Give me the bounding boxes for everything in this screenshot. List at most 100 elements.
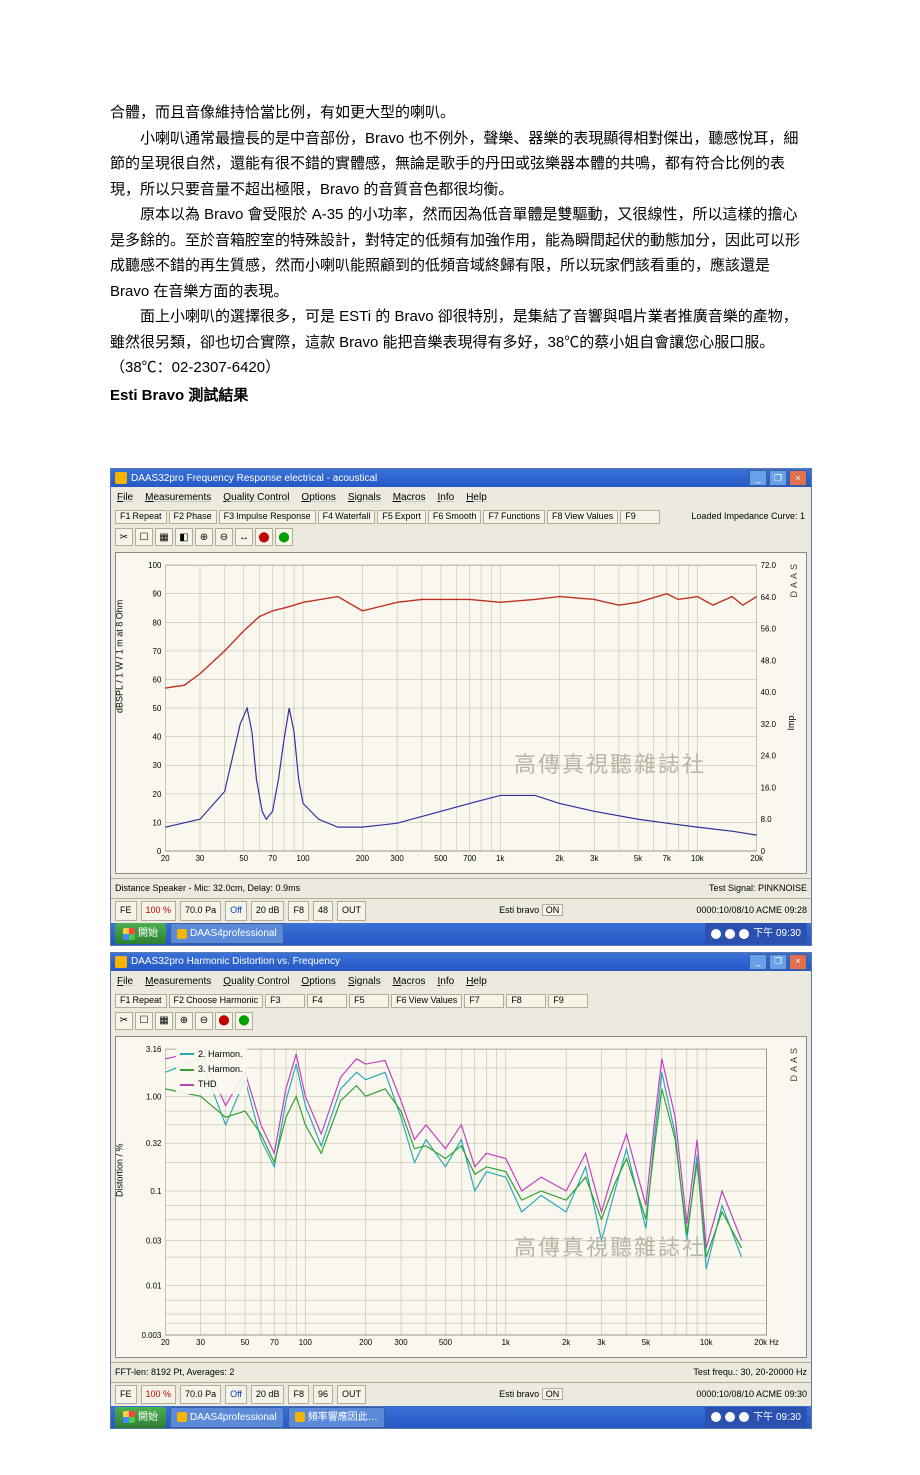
minimize-button[interactable]: _ [749, 954, 767, 970]
toolbar-button[interactable]: F9 [620, 510, 660, 524]
menu-item[interactable]: File [117, 489, 133, 506]
start-label: 開始 [138, 925, 158, 942]
menubar: File Measurements Quality Control Options Si… [111, 971, 811, 992]
toolbar-button[interactable]: F3Impulse Response [219, 510, 316, 524]
status-item: 20 dB [251, 901, 285, 920]
menu-item[interactable]: Measurements [145, 489, 211, 506]
svg-text:40.0: 40.0 [761, 688, 777, 697]
windows-logo-icon [123, 1411, 135, 1423]
toolbar-button[interactable]: F8View Values [547, 510, 618, 524]
toolbar-button[interactable]: F5Export [377, 510, 426, 524]
tool-icon[interactable]: ⬤ [215, 1012, 233, 1030]
menu-item[interactable]: Quality Control [223, 973, 289, 990]
svg-text:30: 30 [196, 1337, 205, 1346]
svg-text:90: 90 [153, 590, 162, 599]
svg-text:48.0: 48.0 [761, 656, 777, 665]
tray-icon[interactable] [711, 929, 721, 939]
tool-icon[interactable]: ⬤ [255, 528, 273, 546]
tool-icon[interactable]: ☐ [135, 528, 153, 546]
menu-item[interactable]: Signals [348, 973, 381, 990]
minimize-button[interactable]: _ [749, 470, 767, 486]
svg-text:50: 50 [241, 1337, 250, 1346]
menu-item[interactable]: Signals [348, 489, 381, 506]
tool-icon[interactable]: ⊕ [175, 1012, 193, 1030]
tool-icon[interactable]: ⊖ [215, 528, 233, 546]
tool-icon[interactable]: ✂ [115, 528, 133, 546]
start-label: 開始 [138, 1409, 158, 1426]
toolbar-button[interactable]: F3 [265, 994, 305, 1008]
status-item: 100 % [141, 1385, 177, 1404]
taskbar-item[interactable]: 頻率響應因此… [288, 1407, 385, 1428]
tool-icon[interactable]: ⊖ [195, 1012, 213, 1030]
paragraph: 小喇叭通常最擅長的是中音部份，Bravo 也不例外，聲樂、器樂的表現顯得相對傑出… [110, 126, 810, 203]
svg-text:50: 50 [239, 854, 248, 863]
menu-item[interactable]: Info [438, 489, 455, 506]
y-axis-label-left: Distortion / % [112, 1143, 127, 1197]
statusbar-upper: FFT-len: 8192 Pt, Averages: 2 Test frequ… [111, 1362, 811, 1382]
toolbar-button[interactable]: F6View Values [391, 994, 462, 1008]
start-button[interactable]: 開始 [115, 923, 166, 944]
tray-icon[interactable] [711, 1412, 721, 1422]
toolbar-button[interactable]: F7Functions [483, 510, 545, 524]
toolbar-button[interactable]: F4Waterfall [318, 510, 376, 524]
tool-icon[interactable]: ▦ [155, 1012, 173, 1030]
toolbar-button[interactable]: F5 [349, 994, 389, 1008]
menu-item[interactable]: Options [301, 973, 335, 990]
menu-item[interactable]: Help [466, 489, 487, 506]
svg-text:72.0: 72.0 [761, 561, 777, 570]
toolbar-button[interactable]: F8 [506, 994, 546, 1008]
menu-item[interactable]: Macros [393, 973, 426, 990]
system-tray: 下午 09:30 [705, 923, 807, 944]
status-item: OUT [337, 1385, 366, 1404]
toolbar-button[interactable]: F7 [464, 994, 504, 1008]
menu-item[interactable]: Macros [393, 489, 426, 506]
svg-text:200: 200 [359, 1337, 373, 1346]
y-axis-label-right: Imp. [784, 713, 799, 731]
toolbar-button[interactable]: F2Phase [169, 510, 217, 524]
windows-logo-icon [123, 928, 135, 940]
maximize-button[interactable]: ❐ [769, 470, 787, 486]
taskbar-item[interactable]: DAAS4professional [170, 1407, 284, 1428]
svg-text:2k: 2k [562, 1337, 570, 1346]
tool-icon[interactable]: ↔ [235, 528, 253, 546]
menu-item[interactable]: Help [466, 973, 487, 990]
tool-icon[interactable]: ◧ [175, 528, 193, 546]
toolbar-button[interactable]: F9 [548, 994, 588, 1008]
section-heading: Esti Bravo 測試結果 [110, 383, 810, 409]
chart-legend: 2. Harmon.3. Harmon.THD [176, 1045, 247, 1095]
menu-item[interactable]: Options [301, 489, 335, 506]
tool-icon[interactable]: ✂ [115, 1012, 133, 1030]
paragraph: 原本以為 Bravo 會受限於 A-35 的小功率，然而因為低音單體是雙驅動，又… [110, 202, 810, 304]
chart-plot-area: DAAS dBSPL / 1 W / 1 m at 8 Ohm Imp. 010… [115, 552, 807, 874]
tool-icon[interactable]: ▦ [155, 528, 173, 546]
menu-item[interactable]: Measurements [145, 973, 211, 990]
tray-icon[interactable] [739, 929, 749, 939]
menu-item[interactable]: Info [438, 973, 455, 990]
toolbar-button[interactable]: F1Repeat [115, 994, 167, 1008]
close-button[interactable]: × [789, 954, 807, 970]
toolbar-button[interactable]: F4 [307, 994, 347, 1008]
menu-item[interactable]: Quality Control [223, 489, 289, 506]
tray-icon[interactable] [739, 1412, 749, 1422]
svg-text:24.0: 24.0 [761, 752, 777, 761]
svg-text:3k: 3k [597, 1337, 605, 1346]
app-window-harmonic-distortion: DAAS32pro Harmonic Distortion vs. Freque… [110, 952, 812, 1430]
tool-icon[interactable]: ☐ [135, 1012, 153, 1030]
start-button[interactable]: 開始 [115, 1407, 166, 1428]
svg-text:70: 70 [268, 854, 277, 863]
tool-icon[interactable]: ⊕ [195, 528, 213, 546]
toolbar-button[interactable]: F2Choose Harmonic [169, 994, 264, 1008]
maximize-button[interactable]: ❐ [769, 954, 787, 970]
tray-icon[interactable] [725, 929, 735, 939]
tool-icon[interactable]: ⬤ [275, 528, 293, 546]
toolbar-button[interactable]: F1Repeat [115, 510, 167, 524]
tray-icon[interactable] [725, 1412, 735, 1422]
svg-text:500: 500 [439, 1337, 453, 1346]
close-button[interactable]: × [789, 470, 807, 486]
status-item: 70.0 Pa [180, 1385, 221, 1404]
taskbar-item[interactable]: DAAS4professional [170, 923, 284, 944]
menu-item[interactable]: File [117, 973, 133, 990]
svg-text:70: 70 [153, 647, 162, 656]
toolbar-button[interactable]: F6Smooth [428, 510, 482, 524]
tool-icon[interactable]: ⬤ [235, 1012, 253, 1030]
